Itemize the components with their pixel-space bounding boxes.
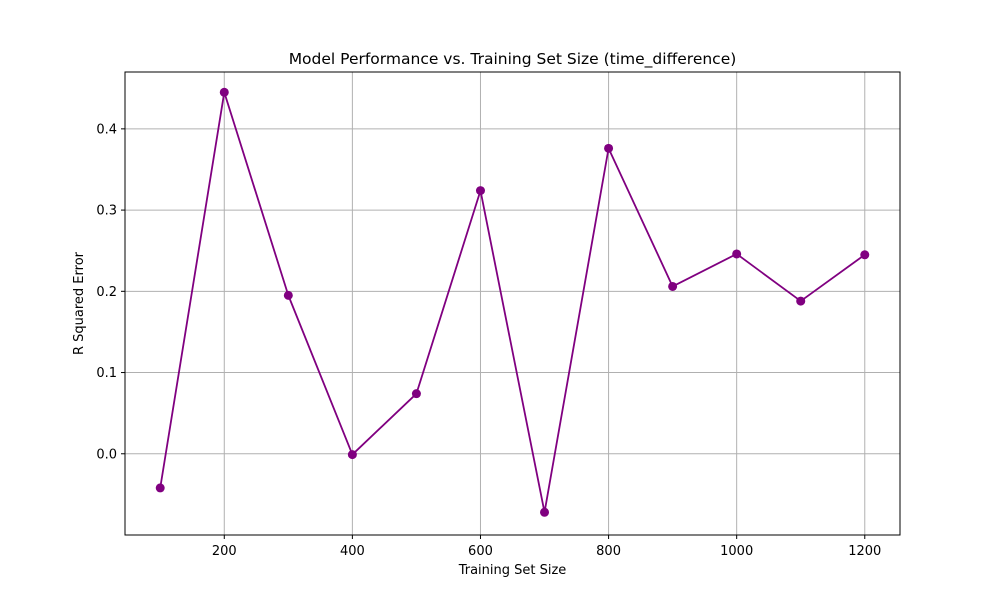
- series-line: [159, 91, 866, 514]
- x-tick-label: 600: [468, 544, 493, 559]
- chart-title: Model Performance vs. Training Set Size …: [289, 50, 737, 69]
- y-tick-label: 0.4: [96, 122, 117, 137]
- y-axis-label: R Squared Error: [72, 251, 87, 355]
- y-tick-label: 0.1: [96, 366, 117, 381]
- data-point: [475, 186, 485, 196]
- x-tick-label: 800: [596, 544, 621, 559]
- y-tick-label: 0.0: [96, 447, 117, 462]
- data-point: [604, 143, 614, 153]
- data-point: [860, 250, 870, 260]
- data-point: [796, 296, 806, 306]
- series-layer: [155, 87, 870, 517]
- x-tick-label: 400: [340, 544, 365, 559]
- x-axis-label: Training Set Size: [458, 563, 567, 578]
- grid: [125, 72, 900, 535]
- x-tick-label: 1000: [720, 544, 753, 559]
- y-tick-label: 0.3: [96, 204, 117, 219]
- data-point: [283, 290, 293, 300]
- data-point: [732, 249, 742, 259]
- data-point: [347, 450, 357, 460]
- x-tick-label: 200: [212, 544, 237, 559]
- x-tick-label: 1200: [848, 544, 881, 559]
- data-point: [219, 87, 229, 97]
- ticks: 200 400 600 800 1000 1200 0.0 0.1 0.2 0.3 0.4: [96, 122, 881, 559]
- data-point: [540, 507, 550, 517]
- plot-frame: [124, 71, 901, 536]
- data-point: [411, 389, 421, 399]
- data-point: [155, 483, 165, 493]
- y-tick-label: 0.2: [96, 285, 117, 300]
- data-point: [668, 281, 678, 291]
